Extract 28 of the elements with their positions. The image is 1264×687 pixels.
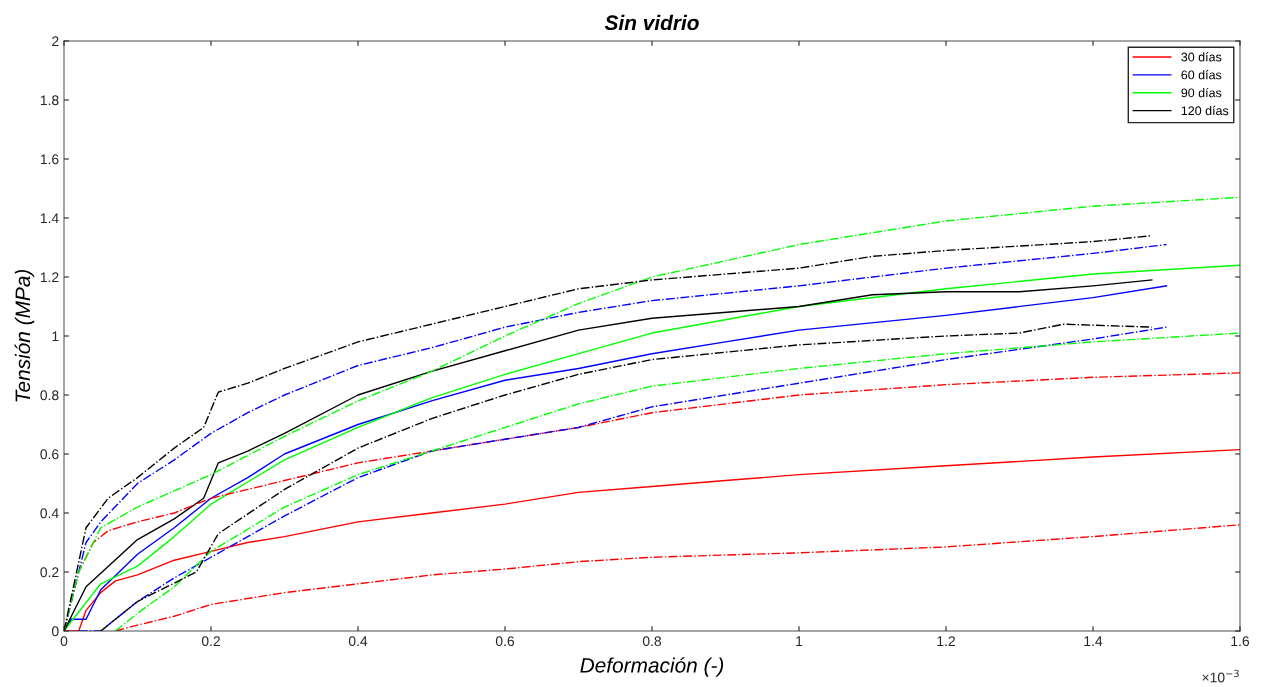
y-tick-label: 1.6 [40,154,59,165]
y-tick-label: 2 [52,36,59,47]
x-tick-label: 0.4 [348,636,368,647]
x-tick-label: 0.2 [201,636,220,647]
legend-label: 30 días [1181,52,1222,62]
y-tick-label: 1.2 [40,272,59,283]
x-tick-label: 0 [60,636,68,647]
x-tick-label: 0.6 [495,636,515,647]
y-tick-label: 1.8 [40,95,59,106]
y-tick-label: 1.4 [40,213,59,224]
text: ×10$^{−3}$ [1202,669,1239,683]
x-axis-title: Deformación (-) [580,657,724,677]
y-tick-label: 0 [51,626,59,637]
y-axis-title: Tensión (MPa) [14,269,35,402]
legend-label: 60 días [1181,70,1222,80]
x-tick-label: 1.6 [1231,636,1250,647]
y-tick-label: 1 [52,331,59,342]
legend-label: 90 días [1181,87,1222,98]
chart-title: Sin vidrio [604,14,699,31]
x-tick-label: 1.4 [1084,636,1103,646]
x-tick-label: 0.8 [642,636,662,647]
legend-label: 120 días [1181,105,1229,116]
y-tick-label: 0.2 [40,567,59,578]
y-tick-label: 0.8 [40,390,59,401]
x-tick-label: 1.2 [937,636,955,646]
y-tick-label: 0.6 [40,449,59,460]
x-tick-label: 1 [796,636,803,646]
y-tick-label: 0.4 [40,508,59,519]
